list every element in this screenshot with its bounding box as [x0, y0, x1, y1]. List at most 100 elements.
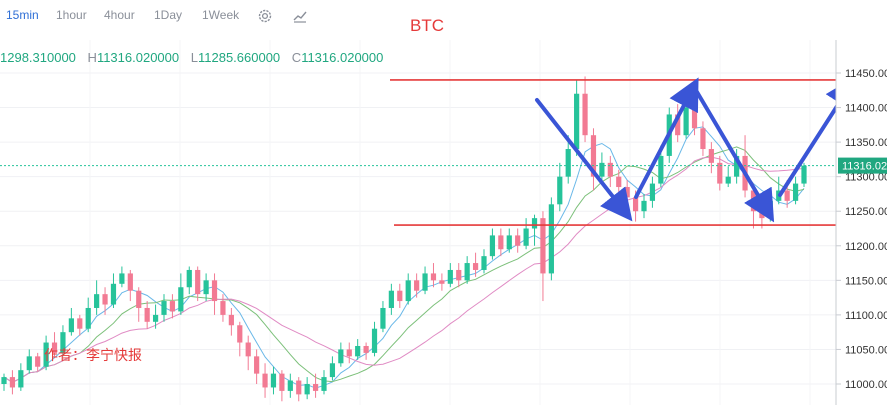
- candle: [691, 97, 698, 136]
- candle: [599, 152, 605, 184]
- candle: [85, 297, 91, 333]
- tab-15min[interactable]: 15min: [6, 8, 39, 22]
- candle: [481, 249, 487, 274]
- candle: [489, 228, 496, 260]
- candle: [43, 335, 49, 371]
- candle: [60, 325, 66, 357]
- candle: [18, 363, 24, 391]
- high-label: H: [87, 50, 97, 65]
- trend-arrow: [535, 98, 633, 222]
- candle: [304, 377, 310, 400]
- candle: [346, 342, 352, 364]
- annotations: [0, 75, 857, 226]
- candle: [211, 273, 218, 315]
- candle: [506, 228, 512, 253]
- candle: [422, 266, 428, 295]
- candle: [338, 342, 344, 367]
- candle: [26, 349, 32, 374]
- candle: [430, 263, 437, 288]
- settings-icon[interactable]: [257, 8, 273, 24]
- candle: [624, 180, 630, 208]
- tab-1hour[interactable]: 1hour: [56, 8, 87, 22]
- candle: [388, 283, 394, 315]
- candle: [792, 176, 799, 205]
- trend-arrow: [695, 90, 775, 223]
- tab-4hour[interactable]: 4hour: [104, 8, 135, 22]
- chart-grid: [0, 40, 836, 405]
- candle: [523, 218, 529, 250]
- ma-line-3: [3, 156, 805, 383]
- current-price-tag: 11316.02: [838, 157, 887, 174]
- candle: [169, 294, 176, 319]
- candle: [195, 266, 201, 302]
- y-tick-label: 11400.00: [845, 103, 887, 115]
- candle: [355, 339, 361, 360]
- candle: [708, 142, 714, 174]
- candle: [717, 155, 723, 191]
- candle: [380, 301, 386, 333]
- candle: [767, 193, 773, 222]
- candle: [228, 307, 234, 336]
- candle: [152, 304, 159, 329]
- candle: [102, 287, 108, 315]
- tab-1day[interactable]: 1Day: [154, 8, 183, 22]
- candle: [279, 370, 285, 402]
- candle: [110, 273, 117, 308]
- y-tick-label: 11000.00: [845, 379, 887, 391]
- candles: [1, 76, 807, 402]
- open-value: 1298.310000: [0, 50, 76, 65]
- indicator-icon[interactable]: [292, 8, 308, 24]
- timeframe-toolbar: 15min 1hour 4hour 1Day 1Week: [0, 0, 887, 34]
- candle: [144, 301, 150, 329]
- y-tick-label: 11200.00: [845, 241, 887, 253]
- low-value: 11285.660000: [197, 50, 281, 65]
- candle: [472, 252, 479, 277]
- y-tick-label: 11300.00: [845, 172, 887, 184]
- candle: [734, 149, 740, 184]
- trend-arrow: [634, 77, 699, 199]
- candle: [801, 162, 807, 188]
- candle: [136, 287, 142, 322]
- candle: [270, 366, 277, 395]
- candle: [262, 363, 268, 398]
- candle: [582, 76, 588, 143]
- tab-1week[interactable]: 1Week: [202, 8, 240, 22]
- candle: [565, 135, 571, 184]
- candle: [363, 342, 369, 360]
- candle: [237, 321, 243, 357]
- candle: [414, 273, 420, 298]
- candle: [321, 370, 327, 395]
- candle: [287, 373, 293, 398]
- ohlc-readout: 1298.310000 H11316.020000 L11285.660000 …: [0, 50, 383, 65]
- candle: [464, 256, 470, 284]
- candle: [178, 273, 184, 315]
- high-value: 11316.020000: [96, 50, 180, 65]
- candle: [94, 280, 100, 315]
- price-axis: 11450.00 11400.00 11350.00 11300.00 11250.00…: [835, 40, 887, 405]
- candle: [574, 79, 580, 156]
- candle: [329, 356, 336, 381]
- y-tick-label: 11050.00: [845, 344, 887, 356]
- candle: [245, 335, 251, 371]
- candle: [456, 263, 462, 288]
- y-tick-label: 11350.00: [845, 137, 887, 149]
- candle: [498, 228, 504, 257]
- current-price-label: 11316.02: [842, 161, 887, 173]
- candle: [557, 162, 563, 212]
- candle: [641, 193, 647, 219]
- candle: [161, 294, 167, 322]
- y-tick-label: 11100.00: [845, 310, 887, 322]
- candle: [405, 273, 411, 305]
- candle: [220, 294, 226, 322]
- candle: [1, 373, 7, 391]
- candle: [254, 349, 260, 384]
- candle: [35, 352, 41, 372]
- candle: [548, 197, 554, 281]
- candle: [700, 121, 706, 156]
- candle: [607, 155, 613, 188]
- y-tick-label: 11450.00: [845, 68, 887, 80]
- y-tick-label: 11250.00: [845, 206, 887, 218]
- candle: [127, 269, 133, 302]
- candle: [77, 314, 83, 336]
